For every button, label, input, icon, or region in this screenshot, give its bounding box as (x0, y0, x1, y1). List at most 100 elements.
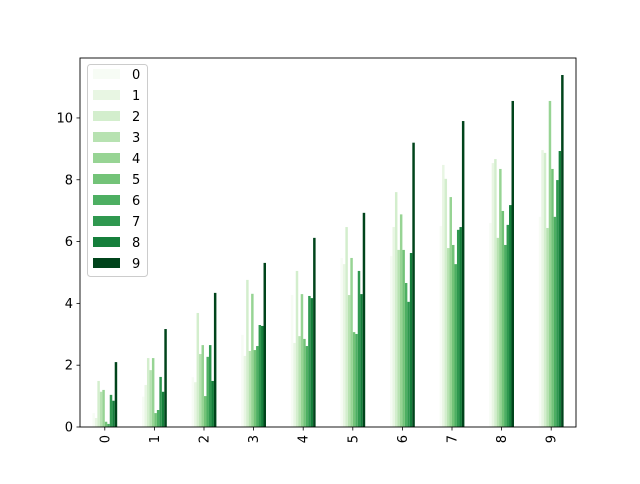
bar-series-1-cat-2 (194, 382, 197, 427)
bar-series-7-cat-7 (456, 229, 460, 427)
bar-series-9-cat-9 (561, 74, 564, 427)
bar-series-7-cat-1 (159, 376, 162, 427)
bar-series-7-cat-5 (357, 270, 361, 427)
x-tick-label: 0 (98, 435, 113, 443)
bar-series-3-cat-1 (149, 370, 152, 427)
legend-label-0: 0 (132, 68, 140, 83)
bar-series-5-cat-5 (352, 332, 356, 427)
bar-series-0-cat-6 (390, 256, 393, 427)
bar-series-8-cat-9 (558, 151, 562, 427)
bar-series-3-cat-9 (546, 227, 549, 427)
bar-series-4-cat-6 (399, 214, 403, 427)
bar-series-0-cat-7 (439, 226, 443, 427)
bar-series-0-cat-3 (241, 334, 244, 427)
bar-series-8-cat-3 (261, 325, 264, 427)
bar-series-7-cat-9 (556, 180, 559, 427)
legend-swatch-0 (93, 69, 120, 79)
bar-series-5-cat-3 (253, 350, 257, 427)
bar-series-9-cat-7 (461, 121, 465, 427)
legend-swatch-4 (93, 153, 120, 163)
legend-swatch-5 (93, 174, 120, 184)
bar-series-1-cat-6 (392, 227, 395, 427)
bar-series-8-cat-4 (310, 298, 314, 427)
bar-series-5-cat-7 (452, 244, 455, 427)
bar-series-6-cat-3 (256, 346, 259, 427)
bar-series-9-cat-4 (313, 237, 316, 427)
bar-series-0-cat-0 (92, 413, 95, 427)
bar-series-5-cat-4 (303, 338, 306, 427)
bar-series-7-cat-2 (208, 345, 212, 427)
bar-series-2-cat-3 (246, 279, 249, 427)
bar-series-4-cat-4 (300, 294, 304, 427)
bar-series-3-cat-6 (397, 249, 400, 427)
y-tick-label: 4 (65, 297, 73, 312)
x-axis: 0 1 2 3 4 5 6 7 8 9 (98, 427, 560, 443)
bar-series-9-cat-5 (362, 212, 366, 427)
bar-series-7-cat-6 (407, 301, 410, 427)
bar-series-1-cat-1 (144, 384, 147, 427)
bar-series-3-cat-5 (347, 295, 351, 427)
legend-swatch-9 (93, 258, 120, 268)
x-tick-label: 9 (545, 435, 560, 443)
x-tick-label: 4 (297, 435, 312, 443)
bar-series-1-cat-8 (491, 163, 495, 427)
bar-series-2-cat-0 (97, 380, 100, 427)
y-tick-label: 6 (65, 235, 73, 250)
bar-series-6-cat-8 (504, 244, 507, 427)
bar-series-1-cat-0 (94, 418, 98, 427)
bar-series-1-cat-5 (342, 264, 346, 427)
bar-series-1-cat-3 (243, 355, 247, 427)
bar-series-0-cat-4 (290, 295, 294, 427)
bar-series-0-cat-5 (340, 257, 343, 427)
bar-series-7-cat-4 (308, 295, 311, 427)
legend-label-9: 9 (132, 257, 140, 272)
bar-series-1-cat-7 (442, 164, 445, 428)
bar-series-5-cat-2 (204, 396, 207, 427)
bar-series-7-cat-0 (109, 394, 113, 427)
bar-series-1-cat-9 (541, 150, 544, 428)
bar-series-5-cat-1 (154, 413, 157, 427)
bar-series-6-cat-0 (107, 423, 110, 427)
bar-series-2-cat-6 (394, 192, 398, 427)
bar-series-3-cat-4 (298, 336, 301, 427)
bar-series-6-cat-1 (156, 410, 160, 427)
x-tick-label: 2 (198, 435, 213, 443)
bar-series-2-cat-9 (543, 152, 547, 427)
bar-series-8-cat-8 (509, 205, 512, 427)
bar-series-8-cat-0 (112, 400, 115, 427)
x-tick-label: 6 (396, 435, 411, 443)
legend-swatch-2 (93, 111, 120, 121)
x-tick-label: 8 (495, 435, 510, 443)
legend: 0 1 2 3 4 5 6 7 8 9 (87, 64, 148, 277)
legend-swatch-7 (93, 216, 120, 226)
bar-series-2-cat-4 (295, 270, 299, 427)
y-tick-label: 8 (65, 173, 73, 188)
bar-series-8-cat-7 (459, 227, 462, 427)
legend-label-1: 1 (132, 89, 140, 104)
bar-series-0-cat-1 (142, 396, 145, 427)
bar-series-4-cat-5 (350, 257, 353, 427)
bar-series-6-cat-2 (206, 356, 209, 427)
y-tick-label: 0 (65, 421, 73, 436)
bar-series-4-cat-3 (251, 293, 254, 427)
bar-series-6-cat-7 (454, 264, 457, 427)
bar-series-2-cat-8 (494, 159, 497, 427)
legend-label-2: 2 (132, 110, 140, 125)
bar-series-2-cat-1 (146, 358, 150, 427)
bar-series-4-cat-0 (102, 389, 105, 427)
bar-series-9-cat-3 (263, 262, 266, 427)
y-tick-label: 2 (65, 359, 73, 374)
bar-series-6-cat-9 (553, 216, 557, 427)
bar-series-2-cat-7 (444, 178, 448, 427)
bar-series-4-cat-1 (151, 358, 155, 427)
x-tick-label: 3 (247, 435, 262, 443)
axes-frame (79, 57, 577, 428)
bar-series-0-cat-9 (538, 216, 542, 427)
legend-swatch-3 (93, 132, 120, 142)
bar-series-2-cat-2 (196, 312, 200, 427)
bar-series-3-cat-3 (248, 350, 252, 427)
y-axis: 0 2 4 6 8 10 (56, 111, 80, 436)
bar-series-6-cat-4 (305, 346, 309, 427)
bar-series-9-cat-0 (114, 362, 118, 427)
bar-series-3-cat-0 (99, 391, 103, 427)
